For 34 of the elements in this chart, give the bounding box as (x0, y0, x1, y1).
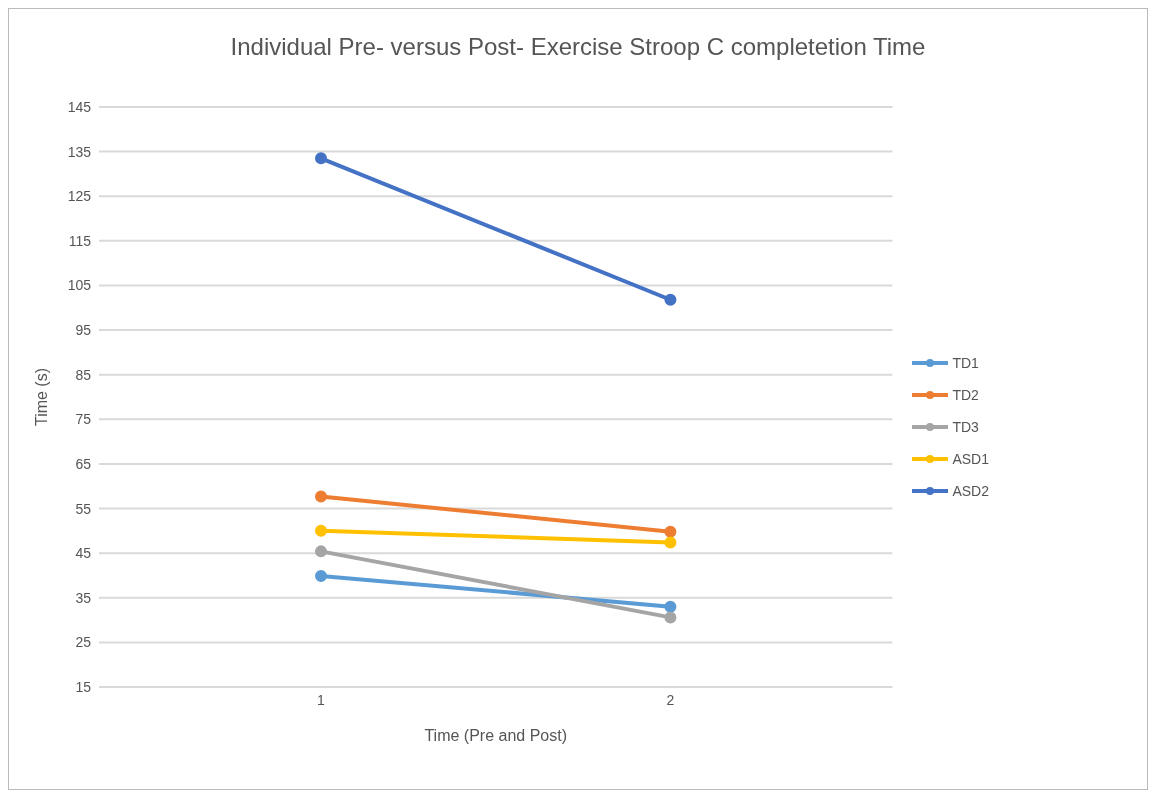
x-axis-title: Time (Pre and Post) (424, 727, 567, 744)
x-tick-label: 1 (317, 691, 326, 708)
y-tick-label: 35 (75, 589, 92, 606)
y-tick-label: 105 (67, 277, 92, 294)
y-tick-label: 55 (75, 500, 92, 517)
y-tick-label: 115 (68, 232, 92, 249)
x-tick-label: 2 (666, 691, 675, 708)
point (664, 536, 677, 549)
point (315, 490, 327, 503)
legend-label: TD3 (952, 419, 979, 435)
y-tick-label: 85 (75, 366, 92, 383)
y-tick-label: 65 (75, 455, 92, 472)
y-tick-label: 15 (75, 678, 92, 695)
legend-label: ASD1 (952, 451, 989, 467)
point (315, 524, 327, 537)
legend-label: ASD2 (952, 483, 989, 499)
y-tick-label: 75 (75, 411, 92, 428)
point (664, 525, 677, 538)
point (315, 152, 327, 165)
point (315, 545, 327, 558)
point (664, 600, 677, 613)
point (664, 293, 677, 306)
y-tick-label: 135 (67, 143, 92, 160)
legend-label: TD1 (952, 355, 979, 371)
y-tick-label: 125 (67, 188, 92, 205)
y-axis-title: Time (s) (32, 367, 50, 427)
point (315, 569, 327, 582)
y-tick-label: 95 (75, 322, 92, 339)
chart-title: Individual Pre- versus Post- Exercise Stroop C completetion Time (229, 32, 927, 62)
point (664, 611, 677, 624)
y-tick-label: 45 (75, 545, 92, 562)
legend-label: TD2 (952, 387, 979, 403)
y-tick-label: 145 (67, 98, 92, 115)
y-tick-label: 25 (75, 634, 92, 651)
